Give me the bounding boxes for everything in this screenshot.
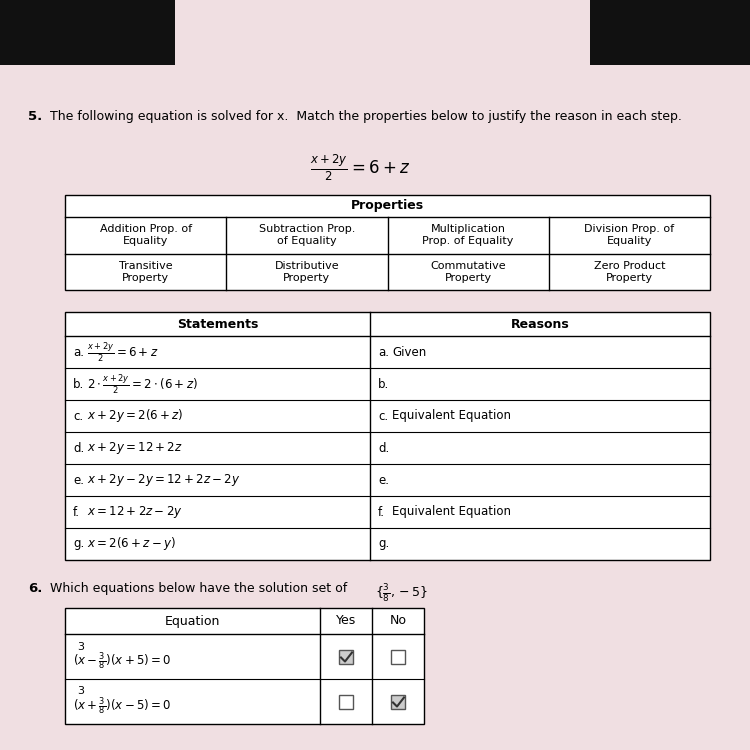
- Text: b.: b.: [73, 377, 84, 391]
- Text: Subtraction Prop.
of Equality: Subtraction Prop. of Equality: [259, 224, 355, 246]
- Text: No: No: [389, 614, 406, 628]
- Text: Equivalent Equation: Equivalent Equation: [392, 506, 511, 518]
- Text: Addition Prop. of
Equality: Addition Prop. of Equality: [100, 224, 192, 246]
- Text: 5.: 5.: [28, 110, 42, 123]
- Text: The following equation is solved for x.  Match the properties below to justify t: The following equation is solved for x. …: [50, 110, 682, 123]
- Bar: [65, 312, 710, 560]
- Text: Statements: Statements: [177, 317, 258, 331]
- Text: $(x + \frac{3}{8})(x - 5) = 0$: $(x + \frac{3}{8})(x - 5) = 0$: [73, 696, 171, 717]
- Text: d.: d.: [378, 442, 389, 454]
- Text: f.: f.: [378, 506, 385, 518]
- Text: $x = 2(6 + z - y)$: $x = 2(6 + z - y)$: [87, 536, 176, 553]
- Text: a.: a.: [73, 346, 84, 358]
- Text: $x + 2y = 2(6 + z)$: $x + 2y = 2(6 + z)$: [87, 407, 183, 424]
- Bar: [391, 694, 405, 709]
- Text: f.: f.: [73, 506, 80, 518]
- Text: $x + 2y = 12 + 2z$: $x + 2y = 12 + 2z$: [87, 440, 183, 456]
- Text: Equation: Equation: [165, 614, 220, 628]
- Text: 3: 3: [77, 686, 84, 697]
- Text: b.: b.: [378, 377, 389, 391]
- Text: g.: g.: [378, 538, 389, 550]
- Bar: [339, 650, 353, 664]
- Text: $x + 2y - 2y = 12 + 2z - 2y$: $x + 2y - 2y = 12 + 2z - 2y$: [87, 472, 241, 488]
- Text: c.: c.: [378, 410, 388, 422]
- Text: Transitive
Property: Transitive Property: [118, 261, 172, 283]
- Bar: [0, 0, 175, 65]
- Text: c.: c.: [73, 410, 83, 422]
- Text: Commutative
Property: Commutative Property: [430, 261, 506, 283]
- Bar: [590, 0, 750, 65]
- Text: g.: g.: [73, 538, 84, 550]
- Text: Multiplication
Prop. of Equality: Multiplication Prop. of Equality: [422, 224, 514, 246]
- Bar: [65, 608, 424, 724]
- Text: a.: a.: [378, 346, 389, 358]
- Text: d.: d.: [73, 442, 84, 454]
- Text: Given: Given: [392, 346, 426, 358]
- Text: e.: e.: [73, 473, 84, 487]
- Bar: [391, 650, 405, 664]
- Text: Properties: Properties: [351, 200, 424, 212]
- Text: Yes: Yes: [336, 614, 356, 628]
- Text: $\frac{x + 2y}{2} = 6 + z$: $\frac{x + 2y}{2} = 6 + z$: [310, 153, 410, 183]
- Bar: [339, 694, 353, 709]
- Bar: [65, 195, 710, 290]
- Text: Distributive
Property: Distributive Property: [274, 261, 339, 283]
- Text: e.: e.: [378, 473, 389, 487]
- Text: Equivalent Equation: Equivalent Equation: [392, 410, 511, 422]
- Text: $\{\frac{3}{8}, -5\}$: $\{\frac{3}{8}, -5\}$: [375, 582, 428, 604]
- Text: Reasons: Reasons: [511, 317, 569, 331]
- Text: Zero Product
Property: Zero Product Property: [594, 261, 665, 283]
- Text: 3: 3: [77, 641, 84, 652]
- Text: $\frac{x+2y}{2} = 6 + z$: $\frac{x+2y}{2} = 6 + z$: [87, 340, 158, 364]
- Text: 6.: 6.: [28, 582, 42, 595]
- Text: $x = 12 + 2z - 2y$: $x = 12 + 2z - 2y$: [87, 504, 183, 520]
- Text: Which equations below have the solution set of: Which equations below have the solution …: [50, 582, 351, 595]
- Text: Division Prop. of
Equality: Division Prop. of Equality: [584, 224, 674, 246]
- Text: $2 \cdot \frac{x+2y}{2} = 2 \cdot (6 + z)$: $2 \cdot \frac{x+2y}{2} = 2 \cdot (6 + z…: [87, 372, 198, 396]
- Text: $(x - \frac{3}{8})(x + 5) = 0$: $(x - \frac{3}{8})(x + 5) = 0$: [73, 651, 171, 672]
